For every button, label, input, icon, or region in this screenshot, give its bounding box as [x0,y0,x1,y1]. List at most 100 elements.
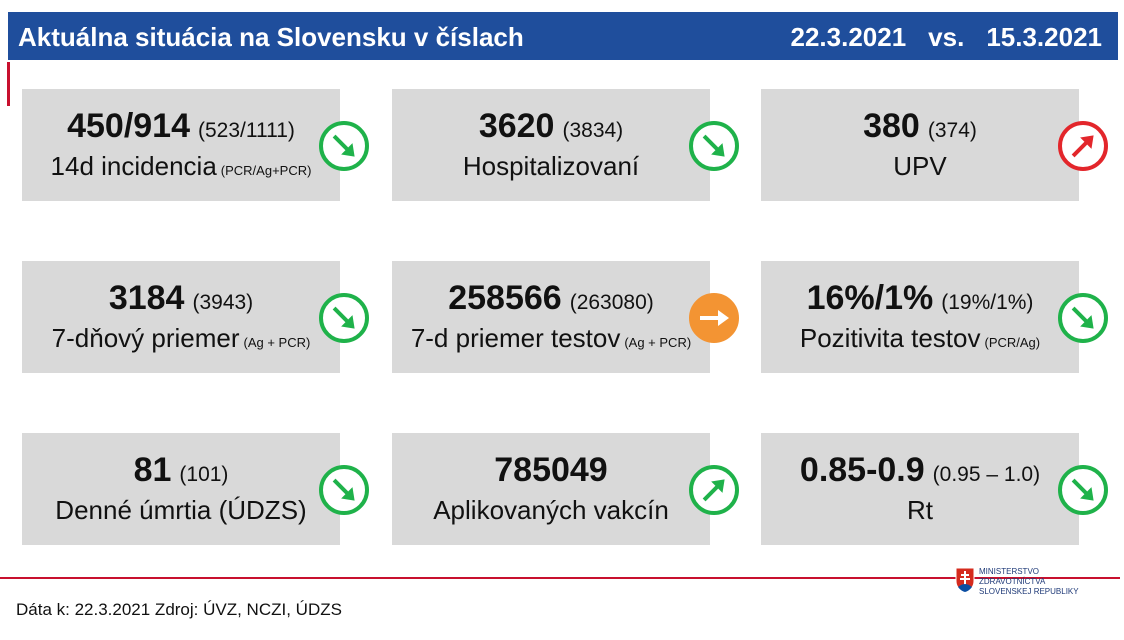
card-line: 3620 (3834) [392,107,710,146]
date-current: 22.3.2021 [790,22,907,52]
card-note: (PCR/Ag) [984,335,1041,350]
trend-arrow [1071,135,1094,158]
card-previous: (0.95 – 1.0) [932,463,1041,486]
card-previous: (101) [179,463,229,486]
card: 450/914 (523/1111) 14d incidencia (PCR/Ag+P… [22,89,340,201]
arrow-head [341,487,355,501]
card: 380 (374) UPV [761,89,1079,201]
arrow-head [1080,315,1094,329]
coat-of-arms [955,567,975,593]
trend-icon [1058,121,1108,171]
card-line: 14d incidencia (PCR/Ag+PCR) [22,151,340,182]
card-label: 7-dňový priemer [51,323,240,353]
card-value: 258566 [448,279,562,317]
card: 16%/1% (19%/1%) Pozitivita testov (PCR/Ag) [761,261,1079,373]
ministry-line: ZDRAVOTNÍCTVA [979,577,1046,586]
card-label: Aplikovaných vakcín [433,495,669,525]
arrow-head [718,310,729,326]
trend-icon [689,293,739,343]
trend-icon [319,465,369,515]
card-line: 258566 (263080) [392,279,710,318]
trend-icon [319,121,369,171]
arrow-shaft [1071,478,1089,496]
trend-icon [689,465,739,515]
ministry-line: MINISTERSTVO [979,567,1040,576]
date-previous: 15.3.2021 [986,22,1102,52]
arrow-shaft [332,306,350,324]
card-value: 380 [863,107,920,145]
arrow-head [711,479,725,493]
footer-line [0,577,1120,579]
card-value: 0.85-0.9 [799,451,925,489]
arrow-shaft [332,134,350,152]
ministry: MINISTERSTVO ZDRAVOTNÍCTVA SLOVENSKEJ RE… [979,567,1079,597]
trend-arrow [332,306,355,329]
header: Aktuálna situácia na Slovensku v číslach… [8,12,1118,60]
card-line: 380 (374) [761,107,1079,146]
trend-arrow [332,134,355,157]
trend-icon [689,121,739,171]
card-label: Pozitivita testov [799,323,981,353]
card-previous: (374) [927,119,977,142]
card-value: 3620 [478,107,555,145]
arrow-shaft [1071,140,1089,158]
arrow-head [1080,135,1094,149]
dates: 22.3.2021 vs. 15.3.2021 [769,22,1103,53]
trend-arrow [700,310,729,326]
trend-arrow [702,479,725,502]
card-value: 3184 [108,279,185,317]
card: 3620 (3834) Hospitalizovaní [392,89,710,201]
arrow-head [711,143,725,157]
card-line: UPV [761,151,1079,182]
card-line: Aplikovaných vakcín [392,495,710,526]
trend-icon [319,293,369,343]
card: 785049 Aplikovaných vakcín [392,433,710,545]
card: 258566 (263080) 7-d priemer testov (Ag + PC… [392,261,710,373]
arrow-shaft [702,484,720,502]
card-note: (PCR/Ag+PCR) [220,163,312,178]
ministry-line: SLOVENSKEJ REPUBLIKY [979,587,1079,596]
card-line: 0.85-0.9 (0.95 – 1.0) [761,451,1079,490]
card-value: 16%/1% [806,279,934,317]
card-line: Pozitivita testov (PCR/Ag) [761,323,1079,354]
vs: vs. [928,22,965,52]
accent [7,62,10,106]
card-label: 14d incidencia [50,151,217,181]
trend-icon [1058,293,1108,343]
card-label: 7-d priemer testov [410,323,621,353]
trend-icon [1058,465,1108,515]
arrow-head [341,315,355,329]
card-value: 81 [133,451,172,489]
card-line: 785049 [392,451,710,490]
card-line: 81 (101) [22,451,340,490]
card-line: 7-d priemer testov (Ag + PCR) [392,323,710,354]
trend-arrow [702,134,725,157]
card: 3184 (3943) 7-dňový priemer (Ag + PCR) [22,261,340,373]
card-value: 450/914 [67,107,190,145]
source: Dáta k: 22.3.2021 Zdroj: ÚVZ, NCZI, ÚDZS [16,600,342,619]
card: 0.85-0.9 (0.95 – 1.0) Rt [761,433,1079,545]
card-label: Denné úmrtia (ÚDZS) [55,495,307,525]
trend-arrow [332,478,355,501]
card-line: 7-dňový priemer (Ag + PCR) [22,323,340,354]
arrow-head [341,143,355,157]
card-line: 450/914 (523/1111) [22,107,340,146]
card-previous: (3834) [562,119,624,142]
card-line: 16%/1% (19%/1%) [761,279,1079,318]
trend-arrow [1071,478,1094,501]
card-line: 3184 (3943) [22,279,340,318]
arrow-head [1080,487,1094,501]
logo: MINISTERSTVO ZDRAVOTNÍCTVA SLOVENSKEJ RE… [955,567,1079,598]
card-label: Hospitalizovaní [462,151,640,181]
card: 81 (101) Denné úmrtia (ÚDZS) [22,433,340,545]
card-previous: (19%/1%) [941,291,1034,314]
card-line: Rt [761,495,1079,526]
card-previous: (3943) [192,291,254,314]
card-label: UPV [893,151,947,181]
arrow-shaft [702,134,720,152]
card-value: 785049 [494,451,608,489]
card-previous: (263080) [569,291,654,314]
card-previous: (523/1111) [198,119,295,142]
